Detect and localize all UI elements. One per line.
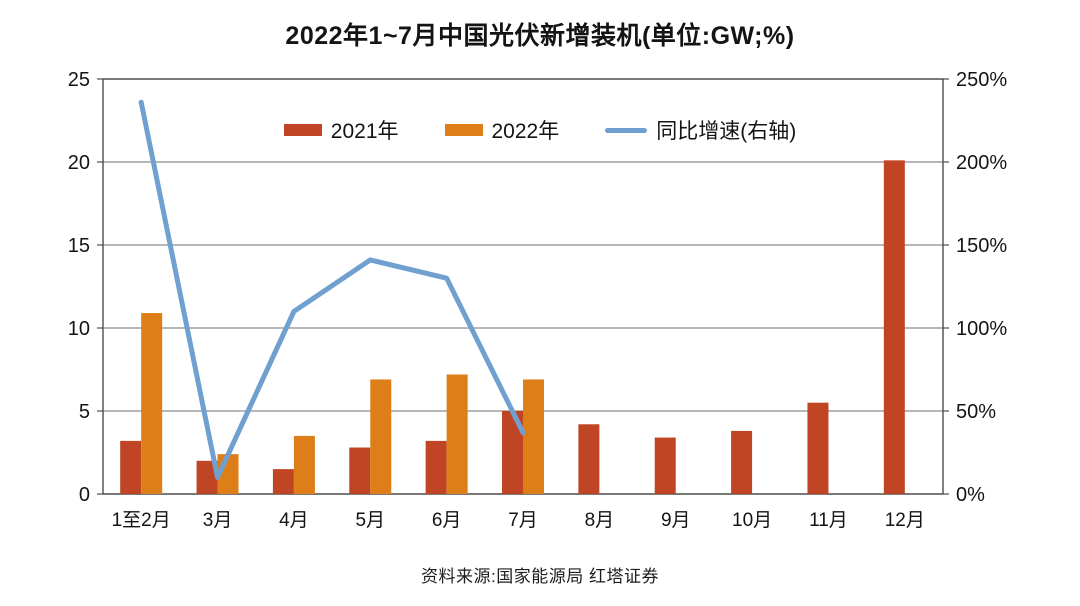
bar-2021-6月 bbox=[425, 440, 447, 494]
bar-2021-4月 bbox=[272, 469, 294, 494]
bar-2021-1至2月 bbox=[120, 440, 142, 494]
right-axis-label: 50% bbox=[956, 401, 996, 423]
legend-item-2022: 2022年 bbox=[444, 115, 560, 145]
bar-2022-6月 bbox=[446, 374, 468, 494]
right-axis-label: 0% bbox=[956, 484, 985, 506]
legend-label-2022: 2022年 bbox=[491, 120, 560, 143]
bar-2021-5月 bbox=[349, 447, 371, 494]
x-axis-label-9月: 9月 bbox=[661, 510, 691, 531]
left-axis-label: 10 bbox=[68, 318, 90, 340]
left-axis-label: 20 bbox=[68, 152, 90, 174]
source-note: 资料来源:国家能源局 红塔证券 bbox=[421, 567, 659, 586]
bar-2021-3月 bbox=[196, 460, 218, 494]
bar-2021-11月 bbox=[807, 402, 829, 494]
x-axis-label-1至2月: 1至2月 bbox=[112, 510, 171, 531]
bar-2021-9月 bbox=[654, 437, 676, 494]
right-axis-label: 250% bbox=[956, 69, 1007, 91]
bar-2022-5月 bbox=[370, 379, 392, 494]
left-axis-label: 15 bbox=[68, 235, 90, 257]
x-axis-label-7月: 7月 bbox=[508, 510, 538, 531]
bar-2021-10月 bbox=[731, 430, 753, 494]
x-axis-label-5月: 5月 bbox=[355, 510, 385, 531]
legend-swatch-growth-line bbox=[605, 127, 648, 133]
legend-swatch-2021 bbox=[283, 124, 322, 136]
bar-2021-8月 bbox=[578, 424, 600, 494]
x-axis-label-8月: 8月 bbox=[585, 510, 615, 531]
bar-2021-7月 bbox=[502, 411, 523, 494]
growth-line bbox=[138, 99, 526, 480]
left-axis-label: 25 bbox=[68, 69, 90, 91]
right-axis-label: 100% bbox=[956, 318, 1007, 340]
legend-label-growth: 同比增速(右轴) bbox=[656, 120, 797, 143]
bar-2022-1至2月 bbox=[141, 313, 163, 494]
x-axis-label-3月: 3月 bbox=[203, 510, 233, 531]
x-axis-label-4月: 4月 bbox=[279, 510, 309, 531]
legend-item-2021: 2021年 bbox=[283, 115, 399, 145]
x-axis-label-12月: 12月 bbox=[885, 510, 925, 531]
right-axis-label: 150% bbox=[956, 235, 1007, 257]
x-axis-label-6月: 6月 bbox=[432, 510, 462, 531]
bar-2022-7月 bbox=[523, 379, 544, 494]
left-axis-label: 5 bbox=[79, 401, 90, 423]
chart-title: 2022年1~7月中国光伏新增装机(单位:GW;%) bbox=[285, 22, 795, 50]
right-axis-label: 200% bbox=[956, 152, 1007, 174]
x-axis-label-10月: 10月 bbox=[732, 510, 772, 531]
legend-label-2021: 2021年 bbox=[330, 120, 399, 143]
x-axis-label-11月: 11月 bbox=[809, 510, 848, 531]
legend-item-growth: 同比增速(右轴) bbox=[605, 115, 796, 145]
legend-swatch-2022 bbox=[444, 124, 483, 136]
bar-2021-12月 bbox=[883, 160, 905, 494]
bar-2022-4月 bbox=[293, 435, 315, 494]
left-axis-label: 0 bbox=[79, 484, 90, 506]
legend: 2021年 2022年 同比增速(右轴) bbox=[40, 115, 1040, 145]
